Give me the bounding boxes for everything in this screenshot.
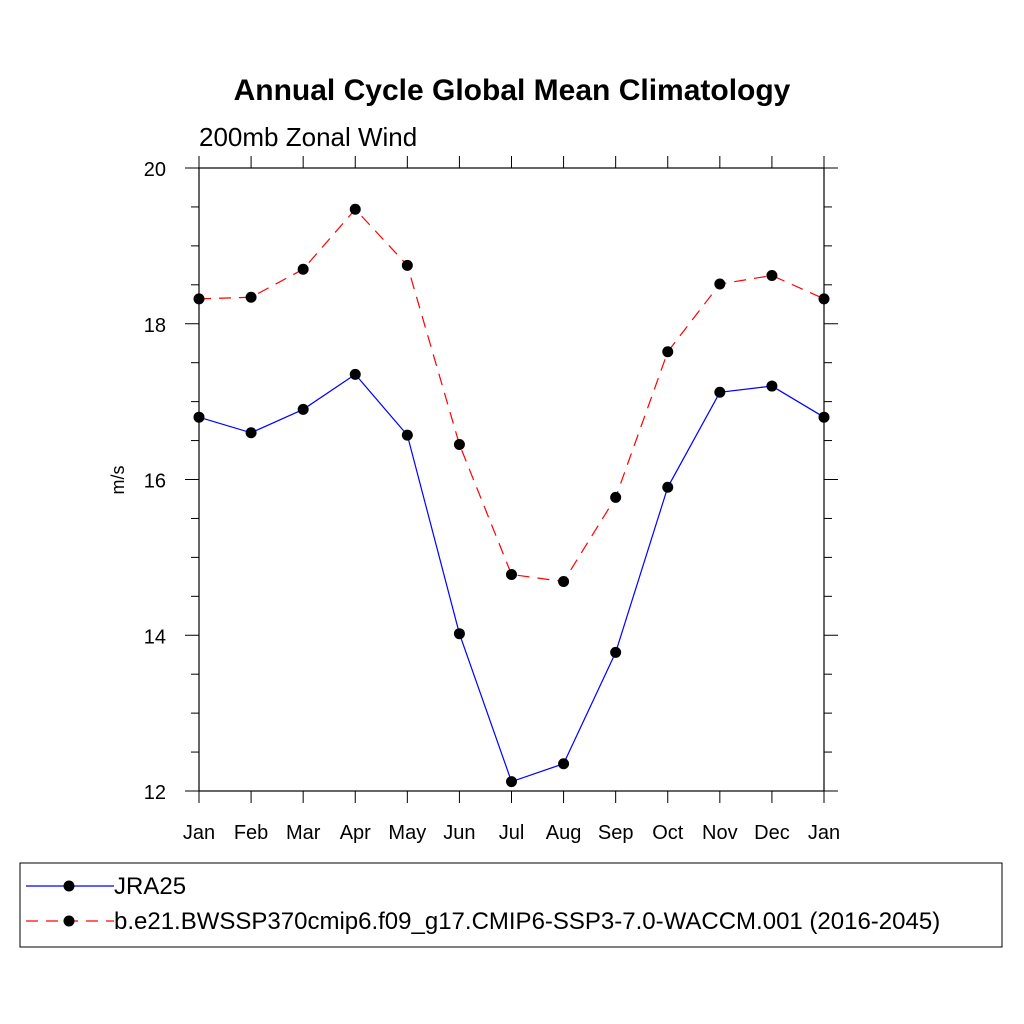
chart-subtitle: 200mb Zonal Wind: [199, 122, 417, 152]
series-1-point: [506, 776, 517, 788]
series-1-point: [610, 646, 622, 658]
x-tick-label: Oct: [652, 822, 684, 844]
x-tick-label: Jul: [499, 822, 525, 844]
series-2-point: [245, 291, 257, 303]
y-tick-label: 16: [144, 471, 166, 493]
series-1-point: [349, 368, 361, 380]
y-tick-label: 18: [144, 315, 166, 337]
series-line-2: [198, 208, 825, 583]
series-2-point: [506, 569, 517, 581]
y-tick-label: 14: [144, 626, 166, 648]
x-tick-label: Sep: [598, 822, 634, 844]
series-1-point: [558, 758, 570, 770]
series-2-point: [766, 269, 778, 281]
x-tick-label: Aug: [546, 822, 582, 844]
series-2-point: [193, 293, 205, 305]
series-2-point: [714, 278, 726, 290]
series-2-point: [662, 346, 674, 358]
series-1-point: [401, 429, 413, 441]
series-2-point: [297, 263, 309, 275]
y-tick-label: 12: [144, 782, 166, 804]
series-1-point: [818, 411, 830, 423]
series-1-point: [297, 403, 309, 415]
x-tick-label: Jan: [183, 822, 215, 844]
series-2-point: [349, 203, 361, 215]
series-1-point: [662, 481, 674, 493]
y-axis-label: m/s: [108, 466, 128, 495]
legend-marker-2: [63, 915, 75, 927]
series-1-point: [714, 386, 726, 398]
series-1-point: [766, 380, 778, 392]
legend-label-1: JRA25: [114, 873, 186, 900]
x-tick-label: Apr: [340, 822, 371, 844]
x-tick-label: Mar: [286, 822, 321, 844]
x-tick-label: Jan: [808, 822, 840, 844]
series-layer: [193, 203, 830, 788]
series-1-point: [453, 628, 465, 640]
chart-title: Annual Cycle Global Mean Climatology: [234, 74, 791, 107]
series-2-point: [401, 259, 413, 271]
y-tick-labels: 12 14 16 18 20: [144, 159, 166, 804]
x-tick-label: May: [388, 822, 426, 844]
series-1-point: [245, 427, 257, 439]
legend-label-2: b.e21.BWSSP370cmip6.f09_g17.CMIP6-SSP3-7…: [114, 908, 940, 935]
x-tick-label: Dec: [754, 822, 790, 844]
series-1-point: [193, 411, 205, 423]
x-tick-labels: Jan Feb Mar Apr May Jun Jul Aug Sep Oct Nov Dec Jan: [183, 822, 840, 844]
series-2-point: [610, 491, 622, 503]
x-tick-label: Jun: [443, 822, 475, 844]
legend-marker-1: [63, 880, 75, 892]
x-tick-label: Feb: [234, 822, 268, 844]
x-tick-label: Nov: [702, 822, 738, 844]
plot-frame: [198, 167, 825, 792]
axis-ticks: [185, 156, 838, 803]
legend-box: [19, 862, 1003, 948]
series-2-point: [453, 438, 465, 450]
series-2-point: [818, 293, 830, 305]
series-2-point: [558, 576, 570, 588]
legend: JRA25 b.e21.BWSSP370cmip6.f09_g17.CMIP6-S…: [26, 873, 940, 935]
y-tick-label: 20: [144, 159, 166, 181]
